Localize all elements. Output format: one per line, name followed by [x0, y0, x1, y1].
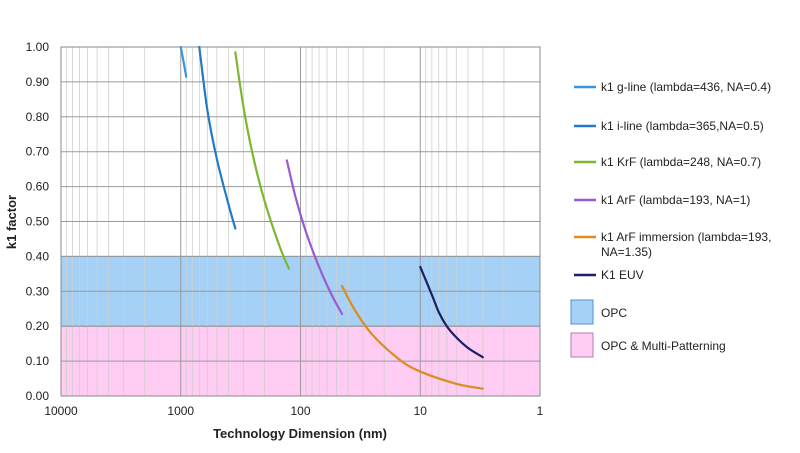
legend-label-k1-g-line-lambda-436-na-0-4: k1 g-line (lambda=436, NA=0.4)	[601, 80, 771, 94]
series-layer	[179, 45, 484, 390]
legend-label-k1-euv: K1 EUV	[601, 268, 644, 282]
legend: k1 g-line (lambda=436, NA=0.4) k1 i-line …	[570, 80, 771, 358]
series-line-k1-arf-lambda-193-na-1	[285, 159, 344, 316]
legend-label-opc: OPC	[601, 306, 627, 320]
y-tick-label: 0.70	[26, 145, 50, 159]
legend-swatch-opc-multi-patterning	[570, 332, 594, 358]
plot-frame	[60, 46, 541, 397]
legend-swatch-opc	[570, 299, 594, 325]
legend-label-line: k1 ArF immersion (lambda=193,	[601, 230, 771, 244]
x-tick-label: 10000	[44, 404, 78, 418]
x-tick-label: 10	[414, 404, 428, 418]
y-tick-label: 0.50	[26, 215, 50, 229]
x-tick-label: 1000	[167, 404, 194, 418]
legend-label-line: NA=1.35)	[601, 245, 652, 259]
series-line-k1-arf-immersion-lambda-193-na-1-35	[340, 284, 484, 390]
series-line-k1-krf-lambda-248-na-0-7	[234, 51, 290, 270]
y-tick-label: 0.90	[26, 75, 50, 89]
y-tick-label: 0.30	[26, 284, 50, 298]
y-tick-label: 1.00	[26, 40, 50, 54]
legend-label-opc-multi-patterning: OPC & Multi-Patterning	[601, 339, 726, 353]
legend-label-k1-krf-lambda-248-na-0-7: k1 KrF (lambda=248, NA=0.7)	[601, 155, 761, 169]
x-tick-label: 1	[537, 404, 544, 418]
y-tick-label: 0.00	[26, 389, 50, 403]
y-tick-label: 0.40	[26, 249, 50, 263]
legend-label-k1-arf-lambda-193-na-1: k1 ArF (lambda=193, NA=1)	[601, 193, 750, 207]
legend-label-k1-i-line-lambda-365-na-0-5: k1 i-line (lambda=365,NA=0.5)	[601, 119, 764, 133]
y-tick-label: 0.20	[26, 319, 50, 333]
x-tick-label: 100	[290, 404, 310, 418]
y-tick-label: 0.10	[26, 354, 50, 368]
ticks-layer: 0.00 0.10 0.20 0.30 0.40 0.50 0.60 0.70 0.80 0.90…	[26, 40, 544, 418]
y-axis-title: k1 factor	[4, 195, 19, 249]
x-axis-title: Technology Dimension (nm)	[213, 426, 387, 441]
y-tick-label: 0.60	[26, 180, 50, 194]
series-line-k1-i-line-lambda-365-na-0-5	[198, 45, 237, 230]
series-line-k1-g-line-lambda-436-na-0-4	[179, 45, 188, 78]
legend-label-k1-arf-immersion-lambda-193-na-1-35: k1 ArF immersion (lambda=193, NA=1.35)	[601, 230, 771, 259]
y-tick-label: 0.80	[26, 110, 50, 124]
series-line-k1-euv	[419, 265, 484, 359]
